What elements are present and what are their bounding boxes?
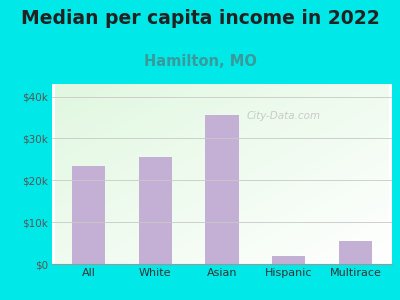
Bar [272,256,305,264]
Bar [205,116,239,264]
Text: Hamilton, MO: Hamilton, MO [144,54,256,69]
Text: City-Data.com: City-Data.com [246,111,320,122]
Bar [339,241,372,264]
Text: Median per capita income in 2022: Median per capita income in 2022 [21,9,379,28]
Bar [72,166,105,264]
Bar [139,157,172,264]
